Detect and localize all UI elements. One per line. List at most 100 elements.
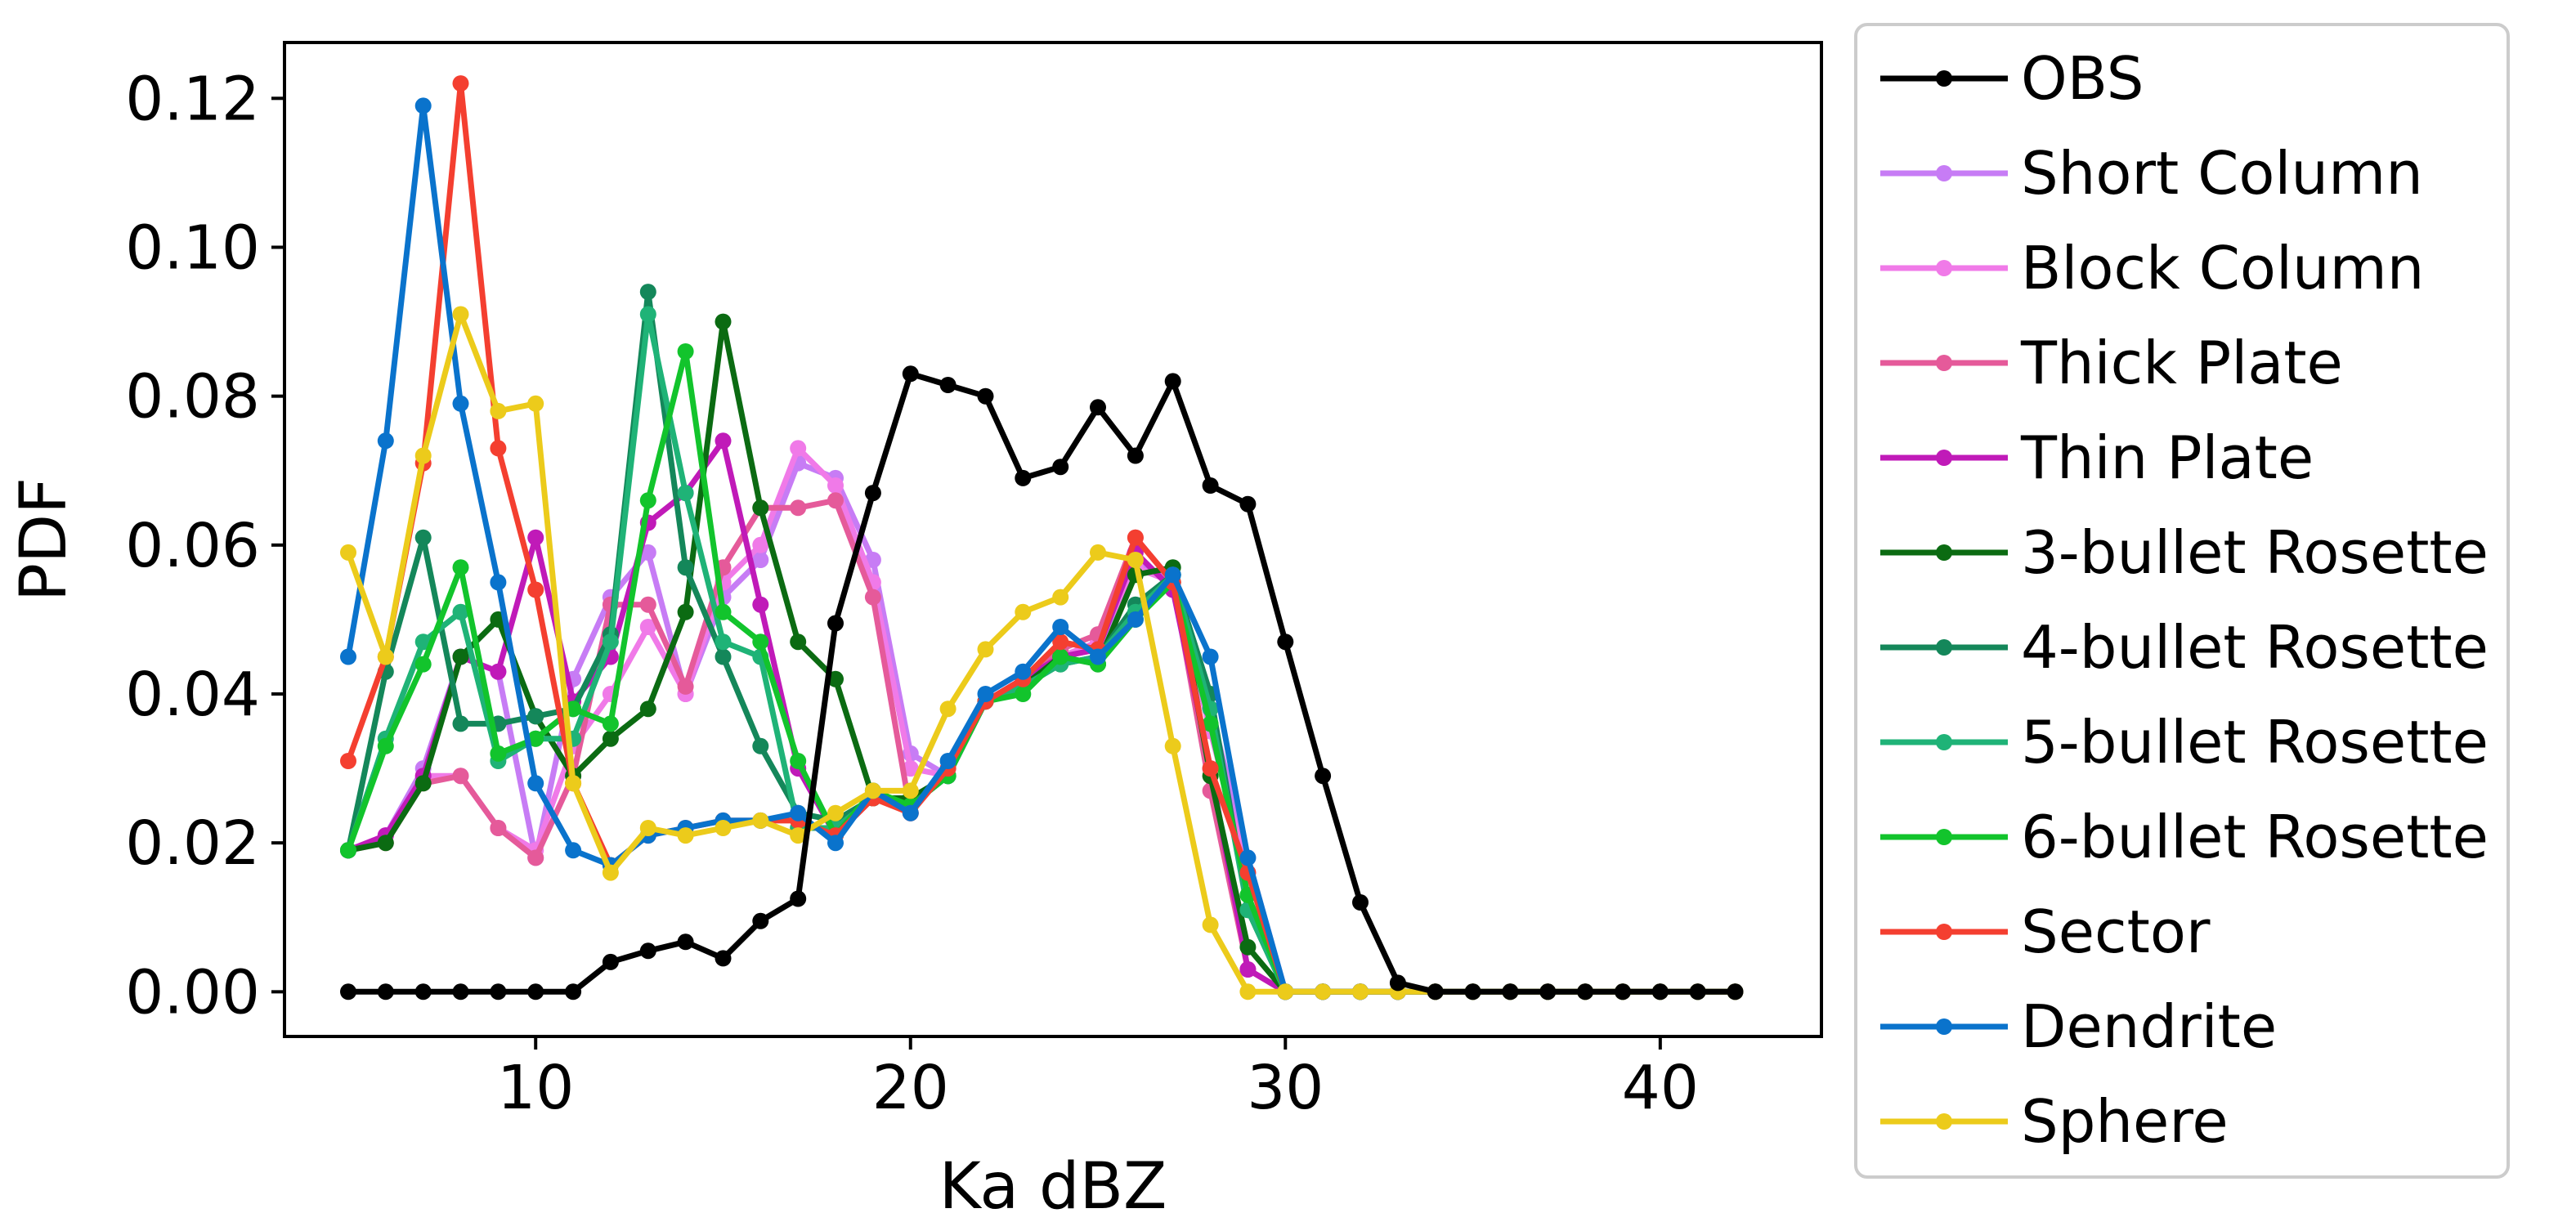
data-point-sphere [827,804,844,821]
data-point-obs [1239,495,1257,513]
y-tick-label: 0.12 [125,64,260,134]
data-point-dendrite [452,395,469,412]
data-point-6-bullet-rosette [715,603,732,620]
x-axis-ticks: 10 20 30 40 [497,1036,1699,1123]
data-point-obs [1315,768,1332,785]
legend-item-6-bullet-rosette: 6-bullet Rosette [1880,803,2489,871]
data-point-sphere [1277,983,1294,1000]
data-point-obs [1090,399,1106,416]
data-point-block-column [827,477,844,494]
data-point-sphere [790,827,807,844]
data-point-dendrite [1015,663,1032,680]
data-point-thin-plate [490,663,507,680]
data-point-dendrite [1127,611,1144,628]
data-point-obs [1202,477,1219,494]
data-point-3-bullet-rosette [639,701,656,718]
plot-series-group [340,75,1744,1000]
data-point-dendrite [977,686,994,702]
data-point-thick-plate [790,499,807,517]
data-point-6-bullet-rosette [1202,715,1219,732]
data-point-sphere [1239,983,1257,1000]
data-point-sphere [939,701,956,718]
data-point-obs [1502,983,1519,1000]
data-point-sector [452,75,469,92]
data-point-dendrite [1164,566,1181,584]
data-point-sphere [1315,983,1332,1000]
data-point-block-column [902,760,919,777]
data-point-dendrite [1239,849,1257,866]
legend-swatch-marker [1936,924,1952,940]
data-point-sphere [1202,916,1219,933]
data-point-4-bullet-rosette [752,737,769,754]
data-point-obs [902,365,919,383]
data-point-obs [1052,459,1069,476]
data-point-thin-plate [527,529,544,546]
data-point-obs [1427,983,1444,1000]
legend-label: Short Column [2021,139,2423,208]
data-point-sphere [414,447,432,464]
data-point-3-bullet-rosette [715,313,732,330]
legend-item-3-bullet-rosette: 3-bullet Rosette [1880,518,2489,587]
data-point-block-column [790,440,807,457]
data-point-obs [1277,633,1294,651]
legend-item-5-bullet-rosette: 5-bullet Rosette [1880,708,2489,777]
data-point-sector [1127,529,1144,546]
data-point-sphere [565,775,582,792]
data-point-6-bullet-rosette [1052,648,1069,665]
legend-label: 5-bullet Rosette [2021,708,2489,777]
data-point-4-bullet-rosette [677,559,694,576]
data-point-short-column [752,552,769,568]
data-point-dendrite [827,835,844,852]
data-point-obs [715,950,732,967]
data-point-thick-plate [452,768,469,785]
data-point-6-bullet-rosette [340,842,356,859]
data-point-sphere [1352,983,1369,1000]
data-point-thin-plate [1239,961,1257,978]
data-point-dendrite [414,97,432,114]
x-axis-label: Ka dBZ [939,1150,1167,1224]
data-point-dendrite [340,648,356,665]
data-point-thick-plate [677,678,694,695]
data-point-obs [977,387,994,405]
y-tick-label: 0.10 [125,213,260,283]
data-point-sphere [864,782,881,799]
data-point-sphere [452,306,469,323]
legend-swatch-marker [1936,1018,1952,1035]
data-point-dendrite [790,804,807,821]
data-point-obs [939,377,956,393]
data-point-dendrite [902,804,919,821]
series-obs [340,365,1744,1000]
data-point-sector [1052,633,1069,651]
data-point-4-bullet-rosette [715,648,732,665]
data-point-3-bullet-rosette [377,835,394,852]
data-point-dendrite [1090,648,1106,665]
data-point-sphere [490,402,507,419]
data-point-obs [752,912,769,929]
data-point-block-column [639,619,656,635]
legend-label: Sector [2021,898,2211,966]
data-point-obs [827,615,844,632]
data-point-6-bullet-rosette [414,656,432,673]
data-point-obs [864,485,881,502]
data-point-thick-plate [639,596,656,613]
data-point-6-bullet-rosette [677,343,694,360]
y-tick-label: 0.02 [125,808,260,879]
x-tick-label: 20 [872,1053,949,1123]
x-tick-label: 10 [497,1053,574,1123]
data-point-obs [602,953,619,970]
data-point-6-bullet-rosette [377,737,394,754]
data-point-block-column [752,536,769,553]
legend-label: 3-bullet Rosette [2021,518,2489,587]
data-point-obs [452,983,469,1000]
data-point-thick-plate [527,849,544,866]
data-point-6-bullet-rosette [1015,686,1032,702]
legend-label: Sphere [2021,1087,2229,1156]
plot-frame [283,41,1823,1038]
data-point-3-bullet-rosette [1239,938,1257,956]
legend-item-sphere: Sphere [1880,1087,2229,1156]
data-point-thin-plate [752,596,769,613]
data-point-thick-plate [490,820,507,836]
legend-swatch-marker [1936,165,1952,181]
data-point-4-bullet-rosette [414,529,432,546]
legend-label: 4-bullet Rosette [2021,613,2489,682]
